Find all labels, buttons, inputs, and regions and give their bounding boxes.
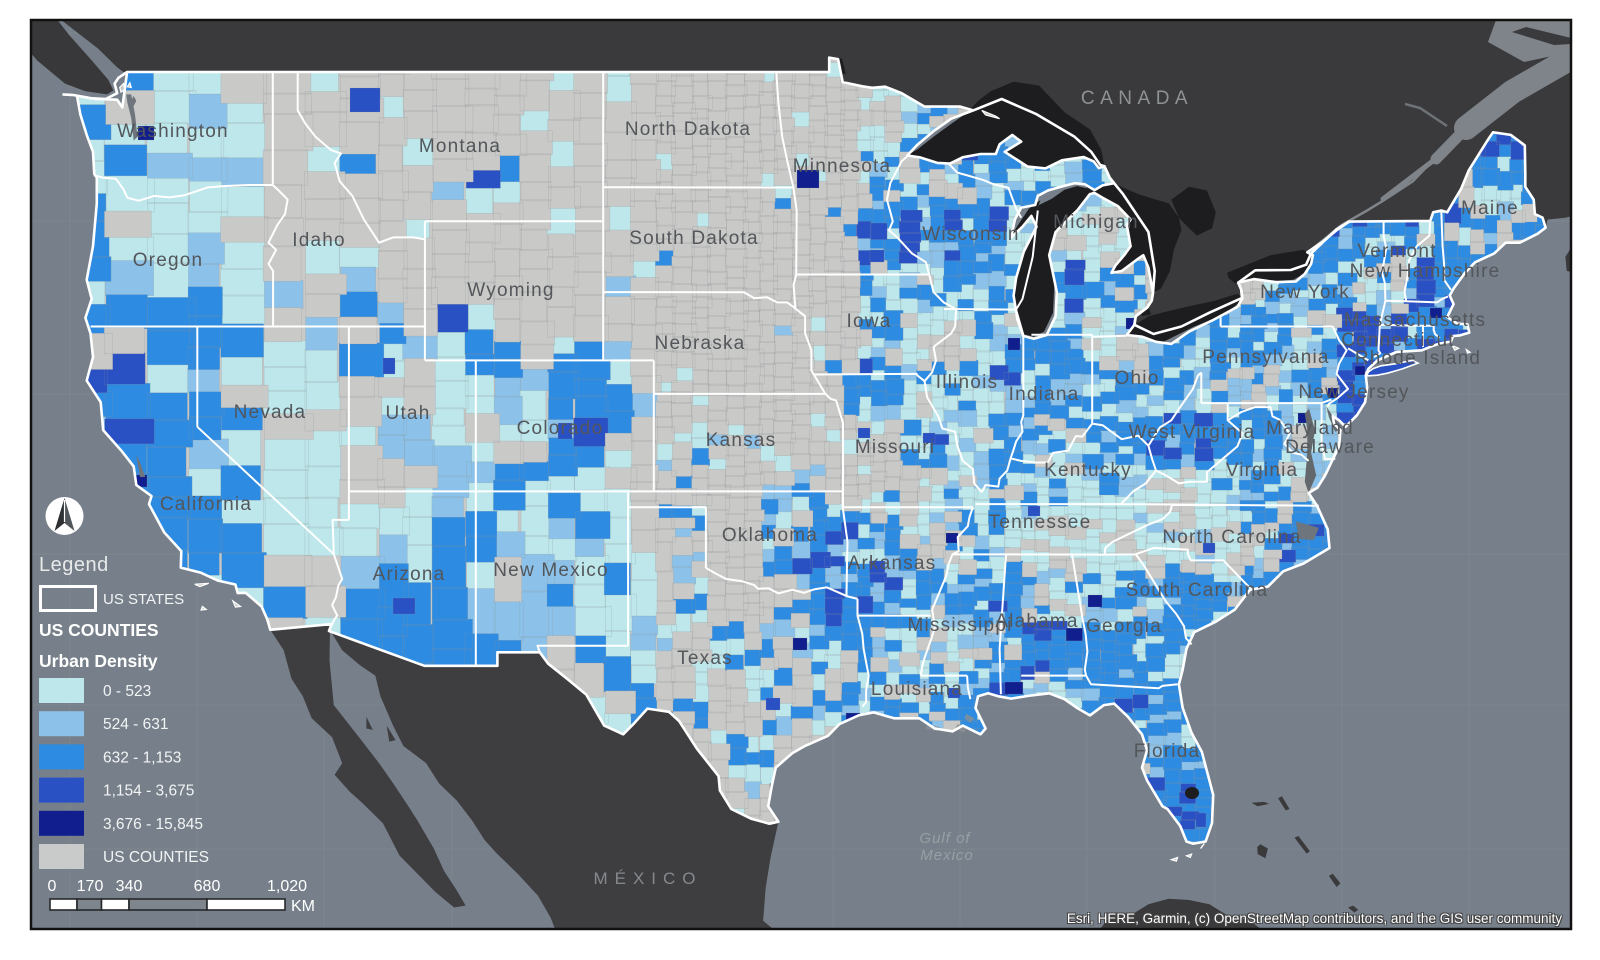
- svg-text:Arkansas: Arkansas: [848, 553, 937, 574]
- svg-text:Nevada: Nevada: [234, 402, 307, 423]
- svg-text:3,676 - 15,845: 3,676 - 15,845: [103, 816, 203, 833]
- svg-text:524 - 631: 524 - 631: [103, 716, 169, 733]
- svg-text:Gulf of: Gulf of: [919, 830, 971, 847]
- svg-text:Wyoming: Wyoming: [467, 280, 554, 301]
- svg-text:Minnesota: Minnesota: [793, 156, 891, 177]
- svg-text:US STATES: US STATES: [103, 591, 184, 608]
- svg-text:Montana: Montana: [419, 136, 501, 157]
- svg-text:Georgia: Georgia: [1086, 616, 1162, 637]
- svg-text:Tennessee: Tennessee: [989, 512, 1092, 533]
- svg-text:Missouri: Missouri: [855, 437, 935, 458]
- svg-text:0 - 523: 0 - 523: [103, 683, 151, 700]
- svg-text:Kansas: Kansas: [706, 430, 777, 451]
- svg-text:KM: KM: [291, 898, 315, 915]
- svg-text:Delaware: Delaware: [1285, 437, 1375, 458]
- svg-text:Wisconsin: Wisconsin: [922, 224, 1019, 245]
- svg-text:170: 170: [77, 878, 104, 895]
- svg-text:Urban Density: Urban Density: [39, 651, 158, 671]
- svg-text:Maryland: Maryland: [1266, 418, 1354, 439]
- svg-text:Nebraska: Nebraska: [655, 333, 746, 354]
- svg-text:340: 340: [116, 878, 143, 895]
- svg-text:Louisiana: Louisiana: [871, 679, 963, 700]
- svg-text:680: 680: [194, 878, 221, 895]
- svg-text:Indiana: Indiana: [1009, 384, 1080, 405]
- svg-text:Utah: Utah: [386, 403, 431, 424]
- svg-text:US COUNTIES: US COUNTIES: [39, 620, 159, 640]
- svg-text:Legend: Legend: [39, 554, 109, 576]
- svg-text:New Mexico: New Mexico: [493, 560, 608, 581]
- svg-text:MÉXICO: MÉXICO: [593, 869, 702, 888]
- svg-text:North Dakota: North Dakota: [625, 119, 751, 140]
- svg-text:Maine: Maine: [1461, 198, 1519, 219]
- svg-text:Kentucky: Kentucky: [1044, 460, 1132, 481]
- svg-text:1,154 - 3,675: 1,154 - 3,675: [103, 783, 194, 800]
- svg-text:Florida: Florida: [1134, 741, 1200, 762]
- svg-text:Texas: Texas: [677, 648, 733, 669]
- svg-text:Iowa: Iowa: [847, 311, 892, 332]
- svg-text:New York: New York: [1260, 282, 1350, 303]
- svg-text:Oregon: Oregon: [133, 250, 204, 271]
- svg-text:Mexico: Mexico: [920, 847, 974, 864]
- svg-text:North Carolina: North Carolina: [1162, 527, 1301, 548]
- svg-text:South Dakota: South Dakota: [629, 228, 759, 249]
- svg-text:Connecticut: Connecticut: [1341, 330, 1455, 351]
- svg-text:Oklahoma: Oklahoma: [722, 525, 818, 546]
- svg-text:632 - 1,153: 632 - 1,153: [103, 749, 181, 766]
- svg-text:US COUNTIES: US COUNTIES: [103, 849, 209, 866]
- svg-text:Idaho: Idaho: [292, 230, 346, 251]
- svg-text:Arizona: Arizona: [373, 564, 446, 585]
- svg-text:CANADA: CANADA: [1081, 88, 1193, 109]
- svg-text:Massachusetts: Massachusetts: [1344, 310, 1486, 331]
- svg-text:Mississippi: Mississippi: [907, 615, 1012, 636]
- svg-text:Colorado: Colorado: [517, 418, 604, 439]
- svg-text:Ohio: Ohio: [1115, 368, 1160, 389]
- svg-text:Michigan: Michigan: [1053, 212, 1139, 233]
- svg-text:California: California: [160, 494, 252, 515]
- svg-text:Virginia: Virginia: [1226, 460, 1299, 481]
- svg-text:Washington: Washington: [117, 121, 229, 142]
- svg-text:Esri, HERE, Garmin, (c) OpenSt: Esri, HERE, Garmin, (c) OpenStreetMap co…: [1067, 911, 1562, 926]
- svg-text:West Virginia: West Virginia: [1129, 422, 1256, 443]
- svg-text:0: 0: [48, 878, 57, 895]
- svg-text:Alabama: Alabama: [995, 611, 1078, 632]
- svg-text:Illinois: Illinois: [936, 372, 998, 393]
- svg-text:Vermont: Vermont: [1357, 241, 1436, 262]
- svg-text:New Jersey: New Jersey: [1298, 382, 1409, 403]
- svg-text:South Carolina: South Carolina: [1126, 580, 1269, 601]
- svg-text:1,020: 1,020: [267, 878, 307, 895]
- svg-text:Rhode Island: Rhode Island: [1355, 348, 1481, 369]
- svg-text:New Hampshire: New Hampshire: [1350, 261, 1501, 282]
- svg-text:Pennsylvania: Pennsylvania: [1202, 347, 1329, 368]
